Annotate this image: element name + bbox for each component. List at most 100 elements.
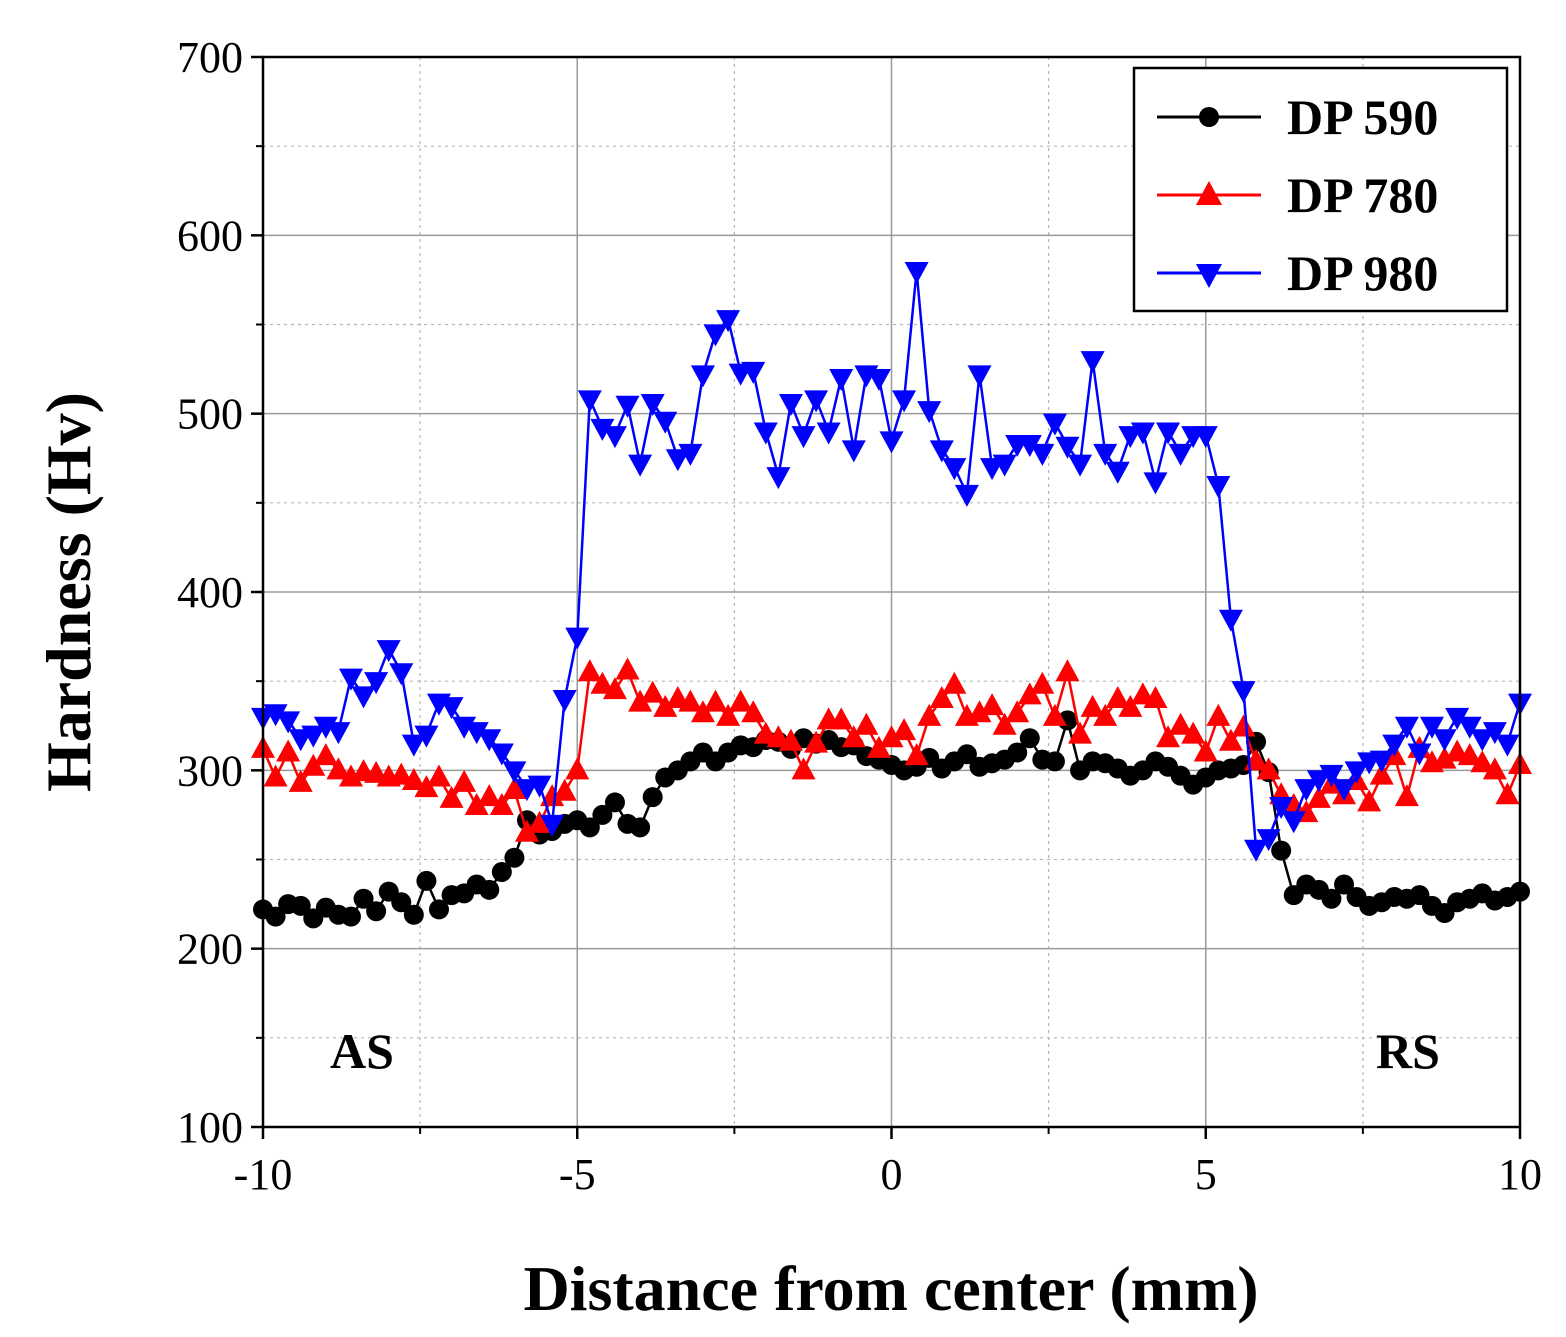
data-point-dp780 [1156,725,1181,748]
data-point-dp980 [929,440,954,463]
data-point-dp980 [653,411,678,434]
data-point-dp980 [1482,722,1507,745]
data-point-dp980 [992,454,1017,477]
data-point-dp980 [1432,729,1457,752]
data-point-dp780 [489,793,514,815]
data-point-dp780 [1030,671,1055,694]
series-dp780 [251,657,1532,842]
data-point-dp980 [1231,681,1256,704]
data-point-dp980 [527,775,552,798]
data-point-dp780 [653,694,678,717]
data-point-dp980 [703,324,728,347]
data-point-dp780 [640,680,665,703]
data-point-dp980 [690,365,715,388]
data-point-dp980 [1193,426,1218,449]
data-point-dp780 [464,793,489,815]
data-point-dp980 [389,663,414,686]
data-point-dp980 [276,711,301,734]
data-point-dp780 [1093,703,1118,726]
data-point-dp590 [491,861,512,882]
y-tick-label: 200 [177,925,243,974]
data-point-dp780 [615,657,640,680]
data-point-dp780 [1482,757,1507,780]
data-point-dp780 [728,689,753,712]
legend-marker-dp780 [1196,181,1222,205]
data-point-dp590 [1007,742,1028,763]
data-point-dp980 [338,668,363,691]
data-point-dp980 [841,440,866,463]
y-axis-title: Hardness (Hv) [33,392,104,792]
data-point-dp590 [956,744,977,765]
data-point-dp980 [1042,413,1067,436]
data-point-dp590 [416,870,437,891]
data-point-dp980 [376,640,401,663]
data-point-dp780 [1017,682,1042,705]
y-tick-label: 300 [177,746,243,795]
data-point-dp780 [841,725,866,748]
data-point-dp780 [778,728,803,751]
data-point-dp780 [1457,743,1482,766]
data-point-dp590 [265,906,286,927]
data-point-dp780 [1256,757,1281,780]
data-point-dp590 [604,792,625,813]
data-point-dp780 [942,671,967,694]
data-point-dp590 [290,895,311,916]
data-point-dp980 [439,697,464,720]
data-point-dp980 [1382,734,1407,757]
x-tick-label: 5 [1195,1150,1217,1199]
data-point-dp980 [879,431,904,454]
data-point-dp780 [1042,703,1067,726]
data-point-dp780 [502,776,527,799]
x-tick-label: 10 [1498,1150,1542,1199]
data-point-dp590 [579,817,600,838]
data-point-dp980 [1130,422,1155,445]
data-point-dp980 [1407,743,1432,766]
data-point-dp980 [1055,436,1080,459]
data-point-dp980 [917,401,942,424]
data-point-dp980 [1168,443,1193,466]
data-point-dp780 [452,769,477,792]
data-point-dp780 [1281,793,1306,815]
data-point-dp980 [1156,422,1181,445]
data-point-dp980 [753,422,778,445]
data-point-dp980 [804,390,829,413]
data-point-dp980 [1470,729,1495,752]
data-point-dp590 [1334,874,1355,895]
data-point-dp780 [716,703,741,726]
data-point-dp590 [1019,728,1040,749]
data-point-dp590 [1321,888,1342,909]
legend-label-dp780: DP 780 [1287,167,1438,223]
data-point-dp780 [414,775,439,798]
data-point-dp780 [313,743,338,766]
data-point-dp980 [967,365,992,388]
data-point-dp780 [590,671,615,694]
x-axis-title: Distance from center (mm) [523,1253,1258,1324]
data-point-dp780 [690,700,715,723]
data-point-dp980 [1068,454,1093,477]
y-tick-label: 600 [177,211,243,260]
data-point-dp980 [1143,472,1168,495]
data-point-dp780 [527,810,552,833]
data-point-dp780 [401,768,426,791]
data-point-dp780 [301,753,326,776]
data-point-dp980 [552,690,577,712]
data-point-dp780 [980,693,1005,716]
legend-marker-dp590 [1199,107,1219,127]
data-point-dp980 [1319,764,1344,787]
data-point-dp980 [1332,779,1357,802]
grid [263,57,1520,1127]
data-point-dp980 [1306,770,1331,793]
data-point-dp980 [866,369,891,391]
data-point-dp780 [288,769,313,792]
data-point-dp980 [502,761,527,784]
data-point-dp590 [403,904,424,925]
data-point-dp780 [829,707,854,730]
data-point-dp780 [678,689,703,712]
data-point-dp780 [1055,659,1080,682]
legend-label-dp980: DP 980 [1287,245,1438,301]
data-point-dp980 [1218,609,1243,632]
data-point-dp980 [414,725,439,748]
y-tick-label: 100 [177,1103,243,1152]
data-point-dp780 [929,686,954,708]
